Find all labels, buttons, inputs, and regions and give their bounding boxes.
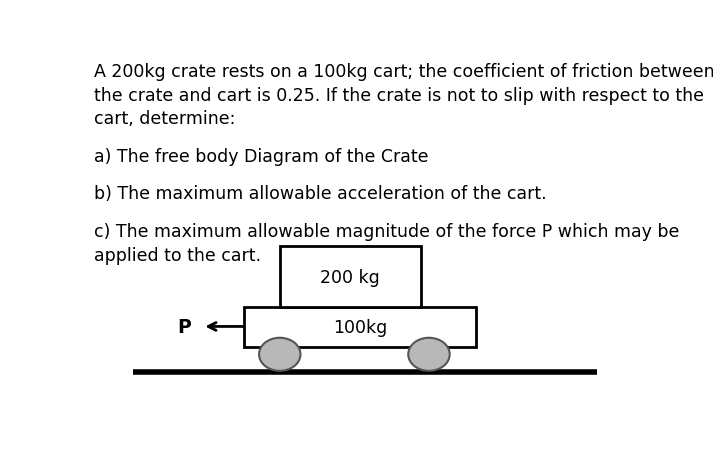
Text: c) The maximum allowable magnitude of the force P which may be: c) The maximum allowable magnitude of th… bbox=[93, 222, 679, 240]
Text: 100kg: 100kg bbox=[333, 318, 387, 336]
Text: a) The free body Diagram of the Crate: a) The free body Diagram of the Crate bbox=[93, 147, 428, 166]
Text: the crate and cart is 0.25. If the crate is not to slip with respect to the: the crate and cart is 0.25. If the crate… bbox=[93, 87, 704, 104]
Text: 200 kg: 200 kg bbox=[320, 268, 380, 286]
Ellipse shape bbox=[409, 338, 450, 371]
Text: cart, determine:: cart, determine: bbox=[93, 110, 235, 128]
Text: applied to the cart.: applied to the cart. bbox=[93, 246, 260, 264]
Bar bbox=[279, 247, 421, 308]
Text: b) The maximum allowable acceleration of the cart.: b) The maximum allowable acceleration of… bbox=[93, 185, 546, 203]
Ellipse shape bbox=[259, 338, 300, 371]
Text: P: P bbox=[178, 317, 191, 336]
Text: A 200kg crate rests on a 100kg cart; the coefficient of friction between: A 200kg crate rests on a 100kg cart; the… bbox=[93, 63, 713, 81]
Bar bbox=[244, 308, 476, 348]
